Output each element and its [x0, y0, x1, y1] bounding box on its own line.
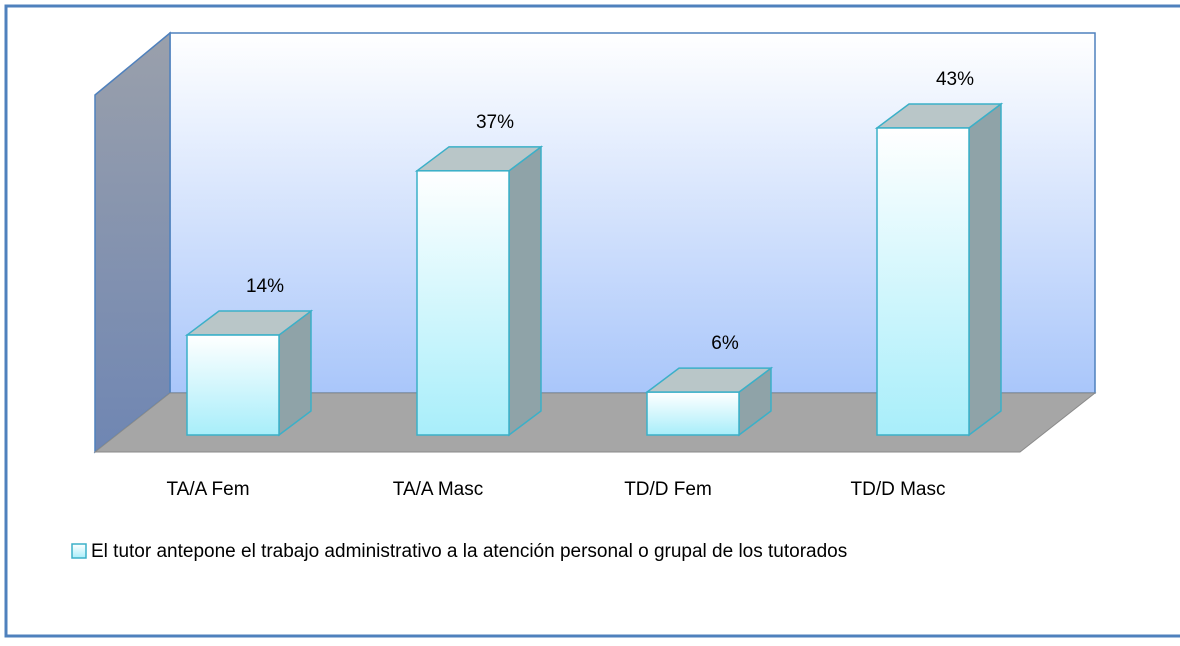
side-wall	[94, 31, 171, 454]
data-label: 14%	[246, 276, 284, 297]
data-label: 43%	[936, 69, 974, 90]
legend-label: El tutor antepone el trabajo administrat…	[91, 541, 847, 562]
bar-side	[968, 102, 1002, 437]
bar	[876, 127, 970, 436]
data-label: 37%	[476, 112, 514, 133]
bar	[416, 170, 510, 436]
bar	[186, 334, 280, 436]
bar	[646, 391, 740, 436]
x-tick-label: TD/D Fem	[624, 479, 712, 500]
x-tick-label: TD/D Masc	[851, 479, 946, 500]
legend-swatch	[71, 543, 87, 559]
floor	[93, 392, 1097, 453]
bar-side	[508, 145, 542, 437]
x-tick-label: TA/A Masc	[393, 479, 483, 500]
x-tick-label: TA/A Fem	[166, 479, 249, 500]
data-label: 6%	[711, 333, 739, 354]
